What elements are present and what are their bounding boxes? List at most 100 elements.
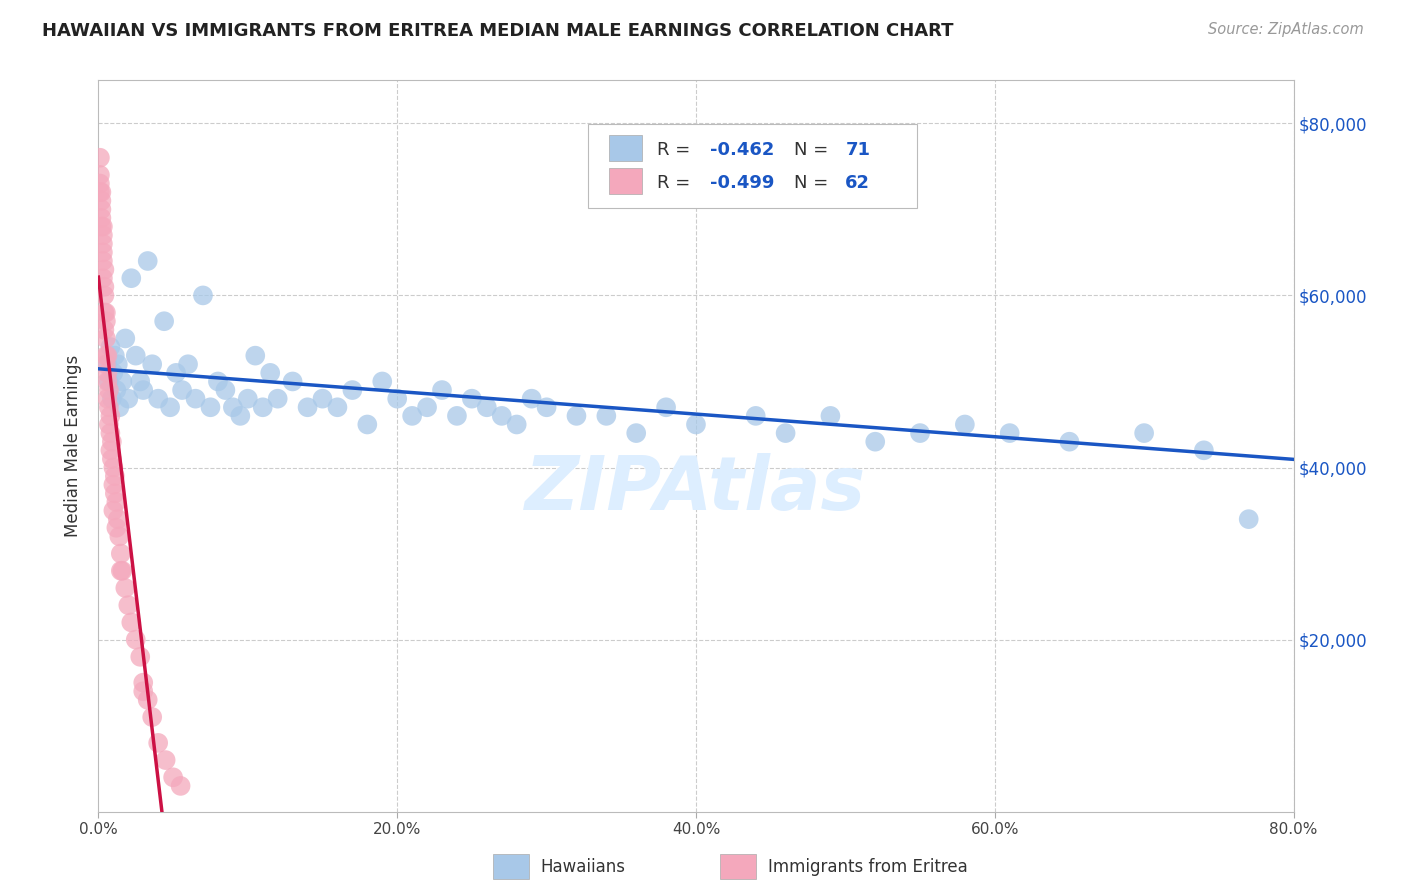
Text: R =: R = xyxy=(657,141,696,159)
Point xyxy=(89,185,111,199)
Point xyxy=(153,314,176,328)
Text: R =: R = xyxy=(657,174,696,192)
Point xyxy=(98,340,122,354)
Point xyxy=(475,401,498,415)
Point xyxy=(129,649,152,664)
Point xyxy=(89,177,111,191)
Point xyxy=(98,409,122,423)
Point xyxy=(90,219,112,234)
Point xyxy=(385,392,409,406)
Point xyxy=(281,375,304,389)
Point xyxy=(96,375,118,389)
Point xyxy=(297,401,319,415)
Point xyxy=(148,736,170,750)
Point xyxy=(105,495,128,509)
Point xyxy=(105,521,128,535)
Point xyxy=(91,228,114,243)
Point xyxy=(200,401,222,415)
Point xyxy=(114,581,136,595)
Point xyxy=(97,417,120,432)
Point xyxy=(865,434,887,449)
Point xyxy=(91,254,114,268)
FancyBboxPatch shape xyxy=(609,168,643,194)
Point xyxy=(565,409,588,423)
Point xyxy=(93,323,115,337)
Point xyxy=(98,443,122,458)
Point xyxy=(90,211,112,225)
Point xyxy=(222,401,245,415)
Point xyxy=(191,288,214,302)
Point xyxy=(371,375,394,389)
Point xyxy=(356,417,378,432)
Text: Source: ZipAtlas.com: Source: ZipAtlas.com xyxy=(1208,22,1364,37)
Point xyxy=(93,288,115,302)
Point xyxy=(655,401,678,415)
Point xyxy=(94,305,117,319)
Point xyxy=(136,693,159,707)
Point xyxy=(90,185,112,199)
Point xyxy=(125,632,148,647)
Point xyxy=(117,392,139,406)
Point xyxy=(97,383,120,397)
Text: N =: N = xyxy=(794,141,834,159)
Point xyxy=(101,434,124,449)
Point xyxy=(311,392,333,406)
Point xyxy=(120,271,142,285)
Point xyxy=(252,401,274,415)
Y-axis label: Median Male Earnings: Median Male Earnings xyxy=(65,355,83,537)
Point xyxy=(908,426,931,441)
Point xyxy=(1237,512,1260,526)
Point xyxy=(714,177,737,191)
FancyBboxPatch shape xyxy=(609,135,643,161)
Text: Immigrants from Eritrea: Immigrants from Eritrea xyxy=(768,857,967,876)
Text: Hawaiians: Hawaiians xyxy=(541,857,626,876)
FancyBboxPatch shape xyxy=(589,124,917,208)
Point xyxy=(104,469,127,483)
Point xyxy=(96,392,118,406)
Point xyxy=(108,529,131,543)
Point xyxy=(998,426,1021,441)
Point xyxy=(103,460,125,475)
Point xyxy=(93,262,115,277)
Point xyxy=(775,426,797,441)
Point xyxy=(745,409,768,423)
Point xyxy=(229,409,252,423)
Point xyxy=(685,417,707,432)
Point xyxy=(101,451,124,466)
Point xyxy=(132,383,155,397)
Point xyxy=(101,392,124,406)
Point xyxy=(89,168,111,182)
FancyBboxPatch shape xyxy=(494,855,529,879)
Point xyxy=(120,615,142,630)
Point xyxy=(132,675,155,690)
Point xyxy=(129,375,152,389)
Point xyxy=(430,383,453,397)
Point xyxy=(89,151,111,165)
Point xyxy=(107,357,129,371)
Point xyxy=(172,383,194,397)
Point xyxy=(245,349,267,363)
Point xyxy=(155,753,177,767)
Text: 71: 71 xyxy=(845,141,870,159)
Point xyxy=(97,401,120,415)
Text: -0.462: -0.462 xyxy=(710,141,775,159)
Point xyxy=(90,202,112,217)
Point xyxy=(114,331,136,345)
Point xyxy=(595,409,617,423)
Point xyxy=(111,564,134,578)
Point xyxy=(91,245,114,260)
Point xyxy=(93,280,115,294)
Point xyxy=(93,305,115,319)
Text: -0.499: -0.499 xyxy=(710,174,775,192)
Point xyxy=(1133,426,1156,441)
Point xyxy=(267,392,290,406)
Point xyxy=(94,357,117,371)
Point xyxy=(214,383,236,397)
Point xyxy=(125,349,148,363)
Point xyxy=(165,366,187,380)
Point xyxy=(461,392,484,406)
Point xyxy=(98,426,122,441)
Point xyxy=(1192,443,1215,458)
Point xyxy=(259,366,281,380)
Point xyxy=(148,392,170,406)
